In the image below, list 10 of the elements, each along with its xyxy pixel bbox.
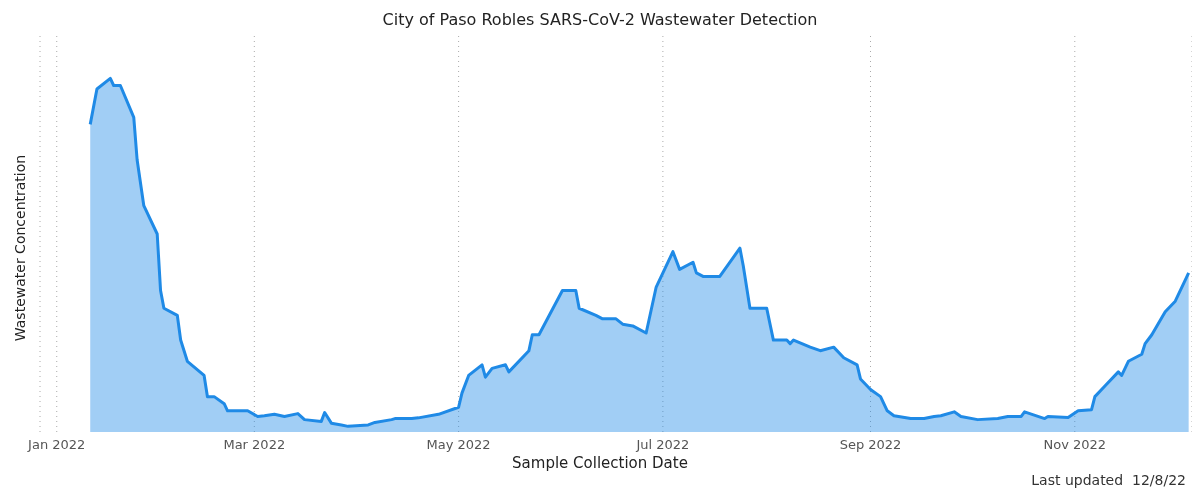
text: Last updated 12/8/22 [1031, 472, 1186, 488]
x-tick-label: Mar 2022 [223, 437, 286, 453]
y-axis-title: Wastewater Concentration [12, 153, 28, 344]
x-axis-title: Sample Collection Date [511, 454, 689, 472]
x-tick-label: May 2022 [426, 437, 491, 453]
x-tick-label: Nov 2022 [1043, 437, 1107, 453]
chart-title: City of Paso Robles SARS-CoV-2 Wastewater Detection [381, 10, 819, 29]
x-tick-label: Jan 2022 [27, 437, 86, 453]
x-tick-label: Sep 2022 [839, 437, 902, 453]
x-tick-label: Jul 2022 [635, 437, 690, 453]
